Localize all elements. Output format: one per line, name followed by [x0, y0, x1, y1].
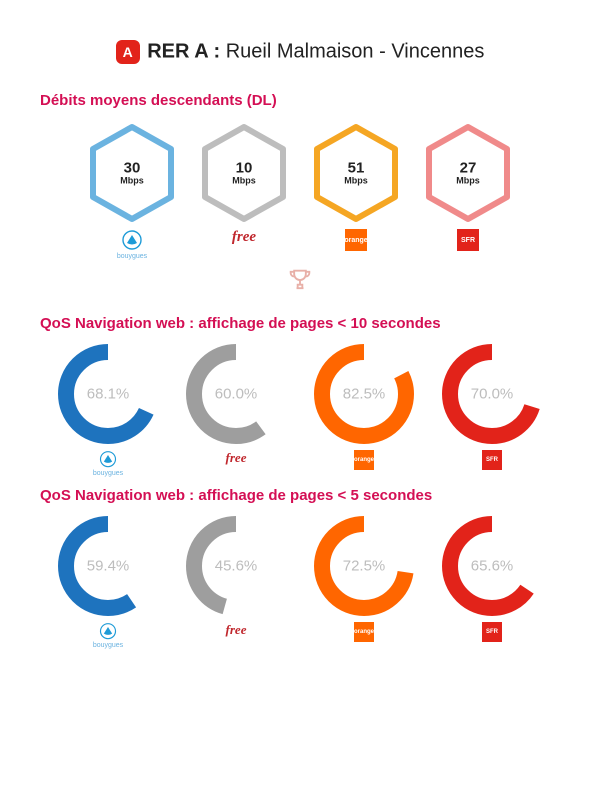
hex-value: 10 [232, 160, 256, 176]
donut-percent: 65.6% [471, 558, 514, 575]
hex-cell: 30Mbps bouygues [82, 121, 182, 260]
operator-mark: orange [345, 229, 367, 251]
hex-unit: Mbps [344, 176, 368, 185]
hex-value: 27 [456, 160, 480, 176]
operator-mark [120, 229, 144, 253]
hex-unit: Mbps [232, 176, 256, 185]
operator-logo-free: free [226, 450, 247, 466]
hex-unit: Mbps [456, 176, 480, 185]
operator-name: bouygues [93, 642, 123, 649]
hexagon: 30Mbps [87, 121, 177, 225]
qos5-row: 59.4% bouygues 45.6% free 72.5% orange 65.6% SF… [40, 516, 560, 649]
operator-logo-bouygues: bouygues [117, 229, 147, 260]
operator-logo-free: free [226, 622, 247, 638]
section-dl-title: Débits moyens descendants (DL) [40, 92, 560, 109]
qos10-row: 68.1% bouygues 60.0% free 82.5% orange 70.0% SF… [40, 344, 560, 477]
donut-cell: 70.0% SFR [437, 344, 547, 477]
hex-cell: 27Mbps SFR [418, 121, 518, 260]
hex-value: 30 [120, 160, 144, 176]
operator-mark: orange [354, 450, 374, 470]
section-qos5-title: QoS Navigation web : affichage de pages … [40, 487, 560, 504]
operator-mark: free [226, 450, 247, 466]
operator-logo-bouygues: bouygues [93, 450, 123, 477]
hex-cell: 51Mbps orange [306, 121, 406, 260]
line-name: Rueil Malmaison - Vincennes [220, 40, 484, 62]
hex-row: 30Mbpsbouygues10Mbpsfree51Mbpsorange27Mb… [40, 121, 560, 260]
section-qos10-title: QoS Navigation web : affichage de pages … [40, 315, 560, 332]
hexagon: 27Mbps [423, 121, 513, 225]
donut-percent: 68.1% [87, 386, 130, 403]
operator-logo-sfr: SFR [482, 450, 502, 470]
operator-mark: free [226, 622, 247, 638]
operator-logo-orange: orange [354, 622, 374, 642]
donut-chart: 70.0% [442, 344, 542, 444]
donut-chart: 82.5% [314, 344, 414, 444]
donut-percent: 59.4% [87, 558, 130, 575]
donut-percent: 82.5% [343, 386, 386, 403]
operator-mark: orange [354, 622, 374, 642]
donut-cell: 60.0% free [181, 344, 291, 477]
page-title: A RER A : Rueil Malmaison - Vincennes [40, 40, 560, 64]
donut-cell: 45.6% free [181, 516, 291, 649]
hex-value: 51 [344, 160, 368, 176]
operator-mark: SFR [482, 622, 502, 642]
donut-cell: 65.6% SFR [437, 516, 547, 649]
operator-mark: SFR [482, 450, 502, 470]
rer-badge: A [116, 40, 140, 64]
operator-logo-sfr: SFR [457, 229, 479, 251]
operator-mark: SFR [457, 229, 479, 251]
operator-mark: free [232, 229, 256, 246]
operator-logo-free: free [232, 229, 256, 246]
donut-percent: 45.6% [215, 558, 258, 575]
donut-cell: 68.1% bouygues [53, 344, 163, 477]
operator-logo-orange: orange [354, 450, 374, 470]
donut-chart: 72.5% [314, 516, 414, 616]
donut-chart: 45.6% [186, 516, 286, 616]
hex-unit: Mbps [120, 176, 144, 185]
donut-chart: 68.1% [58, 344, 158, 444]
donut-chart: 59.4% [58, 516, 158, 616]
line-prefix: RER A : [147, 40, 220, 62]
hexagon: 10Mbps [199, 121, 289, 225]
operator-mark [98, 622, 118, 642]
donut-percent: 60.0% [215, 386, 258, 403]
donut-chart: 60.0% [186, 344, 286, 444]
operator-name: bouygues [117, 253, 147, 260]
donut-cell: 72.5% orange [309, 516, 419, 649]
donut-cell: 59.4% bouygues [53, 516, 163, 649]
donut-chart: 65.6% [442, 516, 542, 616]
trophy-icon [40, 266, 560, 299]
operator-name: bouygues [93, 470, 123, 477]
donut-percent: 72.5% [343, 558, 386, 575]
operator-mark [98, 450, 118, 470]
donut-cell: 82.5% orange [309, 344, 419, 477]
hexagon: 51Mbps [311, 121, 401, 225]
operator-logo-bouygues: bouygues [93, 622, 123, 649]
donut-percent: 70.0% [471, 386, 514, 403]
operator-logo-sfr: SFR [482, 622, 502, 642]
operator-logo-orange: orange [345, 229, 367, 251]
hex-cell: 10Mbps free [194, 121, 294, 260]
